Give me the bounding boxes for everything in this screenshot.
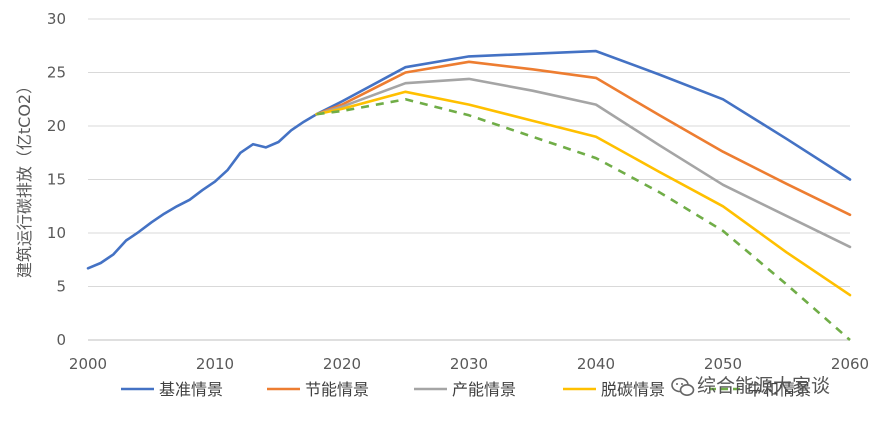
x-tick-label: 2040 <box>577 355 615 373</box>
series-line-4 <box>315 90 852 297</box>
legend-item-5: 中和情景 <box>709 380 811 399</box>
y-tick-label: 25 <box>47 64 66 82</box>
series-line-2 <box>315 60 852 217</box>
wechat-icon <box>671 377 695 396</box>
y-axis-label: 建筑运行碳排放（亿tCO2） <box>15 78 34 278</box>
x-tick-label: 2010 <box>196 355 234 373</box>
watermark: 综合能源大家谈 <box>671 375 830 397</box>
watermark-text: 综合能源大家谈 <box>697 375 830 397</box>
legend-item-4: 脱碳情景 <box>563 380 665 399</box>
legend-label: 基准情景 <box>159 380 223 399</box>
y-tick-label: 30 <box>47 10 66 28</box>
legend-item-1: 基准情景 <box>121 380 223 399</box>
series-line-3 <box>315 77 852 249</box>
legend-label: 节能情景 <box>305 380 369 399</box>
y-tick-label: 10 <box>47 224 66 242</box>
legend: 基准情景 节能情景 产能情景 脱碳情景 中和情景 <box>121 380 811 399</box>
series-lines <box>86 49 852 341</box>
legend-label: 中和情景 <box>747 380 811 399</box>
x-tick-label: 2030 <box>450 355 488 373</box>
y-tick-label: 15 <box>47 171 66 189</box>
gridlines <box>88 18 850 341</box>
x-tick-label: 2060 <box>831 355 869 373</box>
series-line-5 <box>316 98 851 341</box>
x-tick-label: 2050 <box>704 355 742 373</box>
y-axis-ticks: 0 5 10 15 20 25 30 <box>47 10 66 349</box>
legend-item-2: 节能情景 <box>267 380 369 399</box>
series-line-1 <box>86 49 852 270</box>
legend-label: 脱碳情景 <box>601 380 665 399</box>
x-axis: 2000 2010 2020 2030 2040 2050 2060 <box>69 355 869 373</box>
y-tick-label: 5 <box>56 278 66 296</box>
legend-label: 产能情景 <box>452 380 516 399</box>
y-tick-label: 0 <box>56 331 66 349</box>
y-tick-label: 20 <box>47 117 66 135</box>
x-tick-label: 2020 <box>323 355 361 373</box>
legend-item-3: 产能情景 <box>414 380 516 399</box>
x-tick-label: 2000 <box>69 355 107 373</box>
